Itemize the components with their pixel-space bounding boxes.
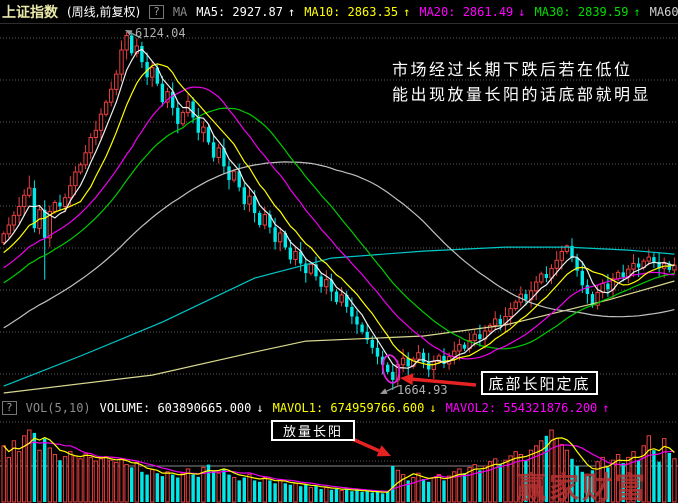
ma10-readout: MA10: 2863.35 ↑	[304, 5, 410, 19]
ma-button[interactable]: MA	[172, 4, 188, 19]
volume-text: VOLUME: 603890665.000	[99, 400, 252, 415]
help-icon[interactable]: ?	[149, 4, 164, 19]
ma30-text: MA30: 2839.59	[534, 4, 629, 19]
ma30-arrow: ↑	[633, 4, 641, 19]
annotation-box-volume-signal: 放量长阳	[271, 420, 355, 441]
annotation-box-bottom-signal: 底部长阳定底	[481, 371, 598, 395]
mavol1-readout: MAVOL1: 674959766.600 ↓	[273, 401, 437, 415]
ma5-arrow: ↑	[287, 4, 296, 19]
ma20-arrow: ↓	[518, 4, 526, 19]
indicator-header-bar: 上证指数 (周线,前复权) ? MA MA5: 2927.87 ↑ MA10: …	[0, 0, 678, 24]
ma5-text: MA5: 2927.87	[196, 4, 283, 19]
volume-indicator-bar: ? VOL(5,10) VOLUME: 603890665.000 ↓ MAVO…	[0, 399, 678, 416]
volume-readout: VOLUME: 603890665.000 ↓	[100, 401, 264, 415]
ma20-readout: MA20: 2861.49 ↓	[419, 5, 525, 19]
annotation-note: 市场经过长期下跌后若在低位 能出现放量长阳的话底部就明显	[392, 57, 651, 107]
peak-price-label: 6124.04	[135, 26, 186, 40]
period-label: (周线,前复权)	[67, 5, 141, 19]
annotation-note-line2: 能出现放量长阳的话底部就明显	[392, 85, 652, 104]
ma30-readout: MA30: 2839.59 ↑	[535, 5, 641, 19]
index-title: 上证指数	[2, 4, 58, 21]
mavol2-arrow: ↑	[602, 400, 610, 415]
watermark: 赢家财富网	[516, 471, 648, 503]
ma60-readout: MA60: 2807.76 ↓	[650, 5, 678, 19]
volume-arrow: ↓	[256, 400, 264, 415]
ma10-arrow: ↑	[403, 4, 411, 19]
mavol2-readout: MAVOL2: 554321876.200 ↑	[446, 401, 610, 415]
mavol1-text: MAVOL1: 674959766.600	[272, 400, 425, 415]
mavol1-arrow: ↓	[429, 400, 437, 415]
annotation-note-line1: 市场经过长期下跌后若在低位	[392, 60, 633, 79]
ma10-text: MA10: 2863.35	[304, 4, 399, 19]
ma20-text: MA20: 2861.49	[419, 4, 514, 19]
help-icon[interactable]: ?	[2, 400, 17, 415]
vol-indicator-label[interactable]: VOL(5,10)	[25, 400, 91, 415]
low-price-label: 1664.93	[397, 383, 448, 397]
mavol2-text: MAVOL2: 554321876.200	[445, 400, 598, 415]
ma5-readout: MA5: 2927.87 ↑	[196, 5, 295, 19]
ma60-text: MA60: 2807.76	[649, 4, 678, 19]
